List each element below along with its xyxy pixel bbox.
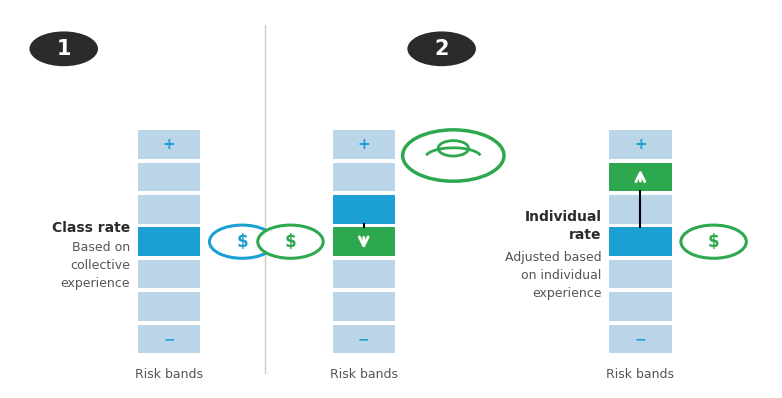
FancyBboxPatch shape — [332, 163, 395, 191]
FancyBboxPatch shape — [332, 195, 395, 224]
FancyBboxPatch shape — [332, 260, 395, 288]
Text: Risk bands: Risk bands — [606, 368, 674, 381]
FancyBboxPatch shape — [609, 227, 672, 256]
Circle shape — [403, 130, 504, 181]
Text: −: − — [163, 332, 174, 346]
FancyBboxPatch shape — [138, 163, 200, 191]
Circle shape — [681, 225, 746, 258]
Text: Risk bands: Risk bands — [135, 368, 203, 381]
Circle shape — [210, 225, 275, 258]
Text: Based on
collective
experience: Based on collective experience — [60, 241, 130, 290]
FancyBboxPatch shape — [138, 325, 200, 353]
Text: +: + — [357, 137, 370, 152]
Circle shape — [30, 31, 98, 66]
Text: 2: 2 — [434, 39, 449, 59]
Text: Risk bands: Risk bands — [330, 368, 398, 381]
Text: $: $ — [285, 233, 296, 251]
Text: $: $ — [708, 233, 719, 251]
Text: −: − — [634, 332, 646, 346]
Text: −: − — [358, 332, 370, 346]
Text: 1: 1 — [56, 39, 71, 59]
FancyBboxPatch shape — [332, 227, 395, 256]
FancyBboxPatch shape — [609, 130, 672, 159]
Text: +: + — [163, 137, 175, 152]
FancyBboxPatch shape — [138, 195, 200, 224]
FancyBboxPatch shape — [609, 325, 672, 353]
Text: Adjusted based
on individual
experience: Adjusted based on individual experience — [504, 251, 601, 300]
FancyBboxPatch shape — [609, 163, 672, 191]
Text: Individual
rate: Individual rate — [525, 210, 601, 242]
Text: +: + — [634, 137, 647, 152]
FancyBboxPatch shape — [332, 130, 395, 159]
FancyBboxPatch shape — [609, 195, 672, 224]
FancyBboxPatch shape — [138, 292, 200, 321]
Circle shape — [407, 31, 476, 66]
FancyBboxPatch shape — [138, 130, 200, 159]
FancyBboxPatch shape — [138, 227, 200, 256]
FancyBboxPatch shape — [609, 260, 672, 288]
Circle shape — [258, 225, 323, 258]
FancyBboxPatch shape — [332, 325, 395, 353]
FancyBboxPatch shape — [332, 292, 395, 321]
Text: Class rate: Class rate — [52, 221, 130, 235]
Text: $: $ — [236, 233, 248, 251]
FancyBboxPatch shape — [138, 260, 200, 288]
FancyBboxPatch shape — [609, 292, 672, 321]
